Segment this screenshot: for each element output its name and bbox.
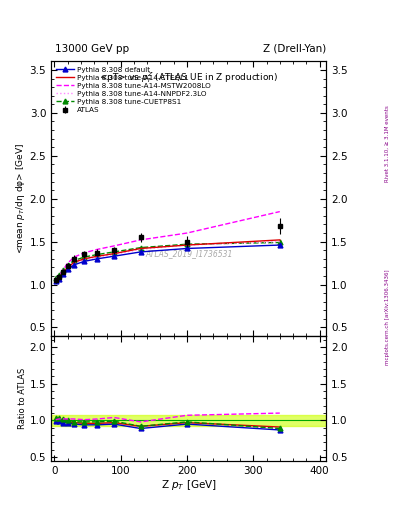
- Pythia 8.308 tune-CUETP8S1: [57, 272, 61, 278]
- Pythia 8.308 default: [185, 245, 189, 251]
- Text: Z (Drell-Yan): Z (Drell-Yan): [263, 44, 326, 54]
- Pythia 8.308 tune-A14-MSTW2008LO: [277, 208, 282, 215]
- Pythia 8.308 default: [95, 255, 100, 262]
- Y-axis label: <mean $p_T$/dη dφ> [GeV]: <mean $p_T$/dη dφ> [GeV]: [14, 143, 27, 254]
- Pythia 8.308 tune-A14-CTEQL1: [138, 245, 143, 251]
- Line: Pythia 8.308 tune-A14-NNPDF2.3LO: Pythia 8.308 tune-A14-NNPDF2.3LO: [56, 242, 280, 281]
- Pythia 8.308 tune-A14-MSTW2008LO: [65, 260, 70, 266]
- Pythia 8.308 tune-A14-NNPDF2.3LO: [112, 251, 116, 258]
- Pythia 8.308 tune-A14-NNPDF2.3LO: [277, 239, 282, 245]
- Pythia 8.308 tune-A14-CTEQL1: [82, 255, 86, 262]
- Pythia 8.308 default: [61, 271, 65, 278]
- Pythia 8.308 tune-CUETP8S1: [112, 249, 116, 255]
- Pythia 8.308 tune-CUETP8S1: [61, 267, 65, 273]
- Pythia 8.308 tune-A14-MSTW2008LO: [72, 254, 77, 260]
- Pythia 8.308 default: [82, 258, 86, 264]
- Pythia 8.308 tune-A14-NNPDF2.3LO: [95, 254, 100, 260]
- Pythia 8.308 tune-A14-NNPDF2.3LO: [57, 274, 61, 281]
- Pythia 8.308 tune-A14-NNPDF2.3LO: [82, 257, 86, 263]
- Pythia 8.308 tune-CUETP8S1: [95, 251, 100, 258]
- Text: mcplots.cern.ch [arXiv:1306.3436]: mcplots.cern.ch [arXiv:1306.3436]: [385, 270, 389, 365]
- Pythia 8.308 tune-A14-NNPDF2.3LO: [53, 278, 58, 284]
- Pythia 8.308 tune-A14-CTEQL1: [61, 269, 65, 275]
- Pythia 8.308 tune-A14-MSTW2008LO: [61, 267, 65, 273]
- Pythia 8.308 tune-A14-CTEQL1: [65, 264, 70, 270]
- Text: Rivet 3.1.10, ≥ 3.1M events: Rivet 3.1.10, ≥ 3.1M events: [385, 105, 389, 182]
- Pythia 8.308 tune-A14-NNPDF2.3LO: [65, 265, 70, 271]
- Line: Pythia 8.308 tune-A14-MSTW2008LO: Pythia 8.308 tune-A14-MSTW2008LO: [56, 211, 280, 280]
- Pythia 8.308 tune-A14-MSTW2008LO: [57, 273, 61, 279]
- Pythia 8.308 tune-CUETP8S1: [72, 258, 77, 264]
- Pythia 8.308 tune-A14-CTEQL1: [53, 277, 58, 283]
- Pythia 8.308 tune-A14-CTEQL1: [95, 253, 100, 259]
- Pythia 8.308 default: [112, 253, 116, 259]
- Pythia 8.308 tune-CUETP8S1: [277, 240, 282, 246]
- Text: <pT> vs $p^Z_T$ (ATLAS UE in Z production): <pT> vs $p^Z_T$ (ATLAS UE in Z productio…: [99, 70, 278, 84]
- Pythia 8.308 tune-A14-NNPDF2.3LO: [185, 242, 189, 248]
- Text: 13000 GeV pp: 13000 GeV pp: [55, 44, 129, 54]
- Pythia 8.308 tune-A14-MSTW2008LO: [82, 250, 86, 256]
- Pythia 8.308 default: [277, 242, 282, 248]
- Pythia 8.308 tune-A14-NNPDF2.3LO: [138, 246, 143, 252]
- Text: ATLAS_2019_I1736531: ATLAS_2019_I1736531: [145, 249, 232, 258]
- Pythia 8.308 tune-A14-CTEQL1: [112, 250, 116, 257]
- Pythia 8.308 tune-CUETP8S1: [53, 274, 58, 281]
- Pythia 8.308 tune-A14-MSTW2008LO: [138, 237, 143, 243]
- Line: Pythia 8.308 tune-CUETP8S1: Pythia 8.308 tune-CUETP8S1: [53, 240, 282, 280]
- Pythia 8.308 default: [57, 275, 61, 282]
- Pythia 8.308 tune-A14-MSTW2008LO: [53, 276, 58, 283]
- Pythia 8.308 default: [53, 278, 58, 284]
- Pythia 8.308 tune-A14-CTEQL1: [57, 274, 61, 281]
- Line: Pythia 8.308 default: Pythia 8.308 default: [53, 243, 282, 284]
- Pythia 8.308 tune-CUETP8S1: [138, 245, 143, 251]
- Pythia 8.308 tune-A14-CTEQL1: [185, 242, 189, 248]
- X-axis label: Z $p_T$ [GeV]: Z $p_T$ [GeV]: [161, 478, 217, 493]
- Pythia 8.308 tune-CUETP8S1: [65, 262, 70, 268]
- Line: Pythia 8.308 tune-A14-CTEQL1: Pythia 8.308 tune-A14-CTEQL1: [56, 240, 280, 280]
- Pythia 8.308 tune-A14-MSTW2008LO: [185, 230, 189, 236]
- Y-axis label: Ratio to ATLAS: Ratio to ATLAS: [18, 368, 27, 429]
- Pythia 8.308 default: [138, 249, 143, 255]
- Bar: [51, 415, 326, 425]
- Pythia 8.308 default: [72, 262, 77, 268]
- Pythia 8.308 tune-A14-NNPDF2.3LO: [72, 260, 77, 266]
- Pythia 8.308 default: [65, 266, 70, 272]
- Pythia 8.308 tune-CUETP8S1: [185, 241, 189, 247]
- Legend: Pythia 8.308 default, Pythia 8.308 tune-A14-CTEQL1, Pythia 8.308 tune-A14-MSTW20: Pythia 8.308 default, Pythia 8.308 tune-…: [53, 63, 214, 116]
- Pythia 8.308 tune-A14-MSTW2008LO: [95, 246, 100, 252]
- Pythia 8.308 tune-CUETP8S1: [82, 254, 86, 260]
- Pythia 8.308 tune-A14-CTEQL1: [277, 237, 282, 243]
- Pythia 8.308 tune-A14-CTEQL1: [72, 259, 77, 265]
- Pythia 8.308 tune-A14-MSTW2008LO: [112, 243, 116, 249]
- Pythia 8.308 tune-A14-NNPDF2.3LO: [61, 270, 65, 276]
